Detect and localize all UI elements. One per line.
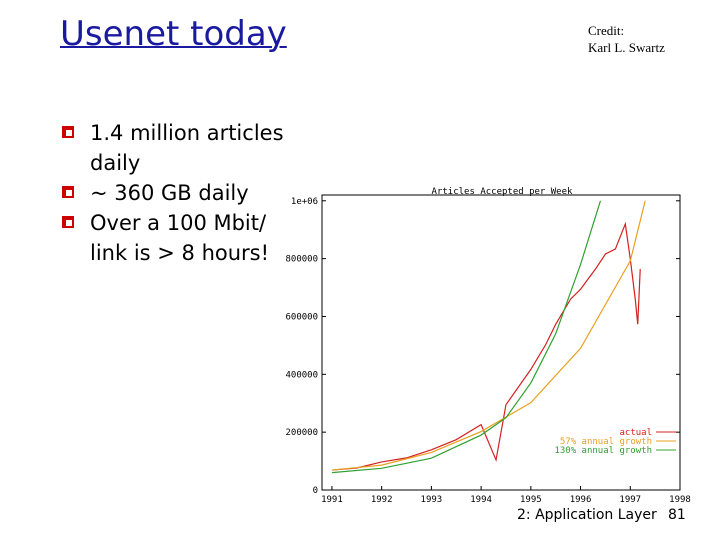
chart-title: Articles Accepted per Week xyxy=(432,187,573,197)
bullet: ~ 360 GB daily xyxy=(62,178,284,208)
legend-label: actual xyxy=(619,428,652,438)
credit-line: Karl L. Swartz xyxy=(588,40,665,55)
credit: Credit: Karl L. Swartz xyxy=(588,22,665,56)
footer-section: 2: Application Layer xyxy=(517,507,657,523)
x-tick-label: 1997 xyxy=(619,495,641,504)
y-tick-label: 200000 xyxy=(285,428,318,438)
bullet-text: Over a 100 Mbit/ xyxy=(90,211,267,235)
chart-background xyxy=(268,182,694,504)
y-tick-label: 800000 xyxy=(285,255,318,265)
plot-frame xyxy=(321,194,681,491)
credit-line: Credit: xyxy=(588,23,625,38)
bullet-text: link is > 8 hours! xyxy=(90,241,270,265)
x-tick-label: 1993 xyxy=(421,495,443,504)
bullet-text: ~ 360 GB daily xyxy=(90,181,249,205)
bullet-text: 1.4 million articles xyxy=(90,121,284,145)
x-tick-label: 1992 xyxy=(371,495,393,504)
x-tick-label: 1991 xyxy=(321,495,343,504)
bullet: Over a 100 Mbit/ link is > 8 hours! xyxy=(62,208,284,268)
x-tick-label: 1996 xyxy=(570,495,592,504)
legend-label: 57% annual growth xyxy=(560,437,652,447)
x-tick-label: 1998 xyxy=(669,495,691,504)
page-number: 81 xyxy=(668,507,686,523)
y-tick-label: 0 xyxy=(313,486,318,496)
bullet-text: daily xyxy=(90,151,141,175)
chart: Articles Accepted per Week 0 200000 400000… xyxy=(268,182,694,504)
slide-title: Usenet today xyxy=(60,14,287,54)
bullet-list: 1.4 million articles daily ~ 360 GB dail… xyxy=(62,118,284,268)
y-tick-label: 1e+06 xyxy=(291,197,318,207)
y-tick-label: 400000 xyxy=(285,370,318,380)
y-tick-label: 600000 xyxy=(285,312,318,322)
bullet: 1.4 million articles daily xyxy=(62,118,284,178)
legend-label: 130% annual growth xyxy=(554,446,652,456)
x-tick-label: 1995 xyxy=(520,495,542,504)
series-line xyxy=(331,221,641,471)
series-line xyxy=(331,200,602,474)
x-tick-label: 1994 xyxy=(470,495,492,504)
